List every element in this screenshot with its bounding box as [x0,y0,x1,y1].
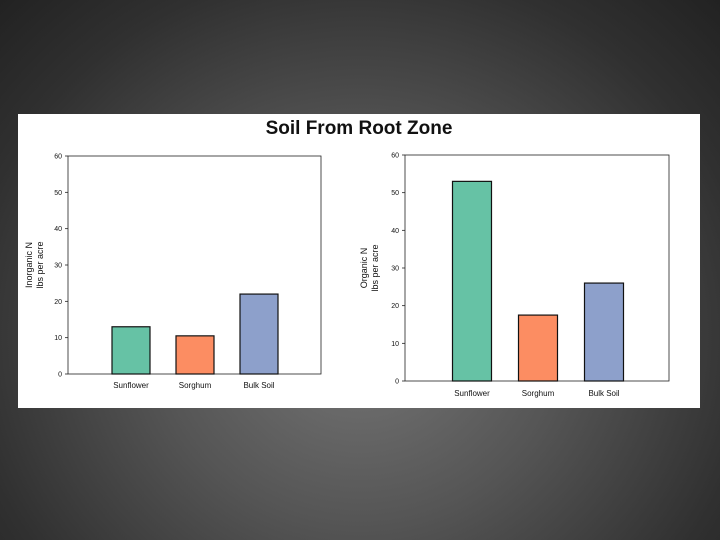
x-category-label: Sorghum [522,389,555,398]
x-category-label: Bulk Soil [588,389,619,398]
y-axis-label-line-2: lbs per acre [370,244,380,291]
bar-sunflower [111,326,151,375]
y-tick-label: 40 [391,228,399,235]
x-axis-labels: Sunflower Sorghum Bulk Soil [454,389,620,398]
bar-bulk-soil [239,293,279,375]
y-tick-label: 60 [54,154,62,161]
x-category-label: Sunflower [113,381,149,390]
x-category-label: Sorghum [179,381,212,390]
y-tick-label: 40 [54,226,62,233]
y-tick-label: 20 [54,299,62,306]
bar-sorghum [517,314,559,382]
y-tick-label: 50 [54,190,62,197]
bar-bulk-soil [583,282,625,382]
bars [451,180,625,382]
y-tick-label: 0 [395,379,399,386]
y-tick-label: 10 [54,335,62,342]
y-axis-label: Organic N lbs per acre [359,244,380,291]
x-category-label: Sunflower [454,389,490,398]
x-category-label: Bulk Soil [243,381,274,390]
y-tick-label: 20 [391,303,399,310]
bars [111,293,279,375]
x-axis-labels: Sunflower Sorghum Bulk Soil [113,381,275,390]
y-axis-label-line-2: lbs per acre [35,241,45,288]
y-axis-ticks: 0 10 20 30 40 50 60 [54,154,68,379]
bar-sunflower [451,180,493,382]
y-axis-label-line-1: Organic N [359,248,369,289]
bar-sorghum [175,335,215,375]
y-axis-label-line-1: Inorganic N [24,242,34,288]
y-tick-label: 30 [391,266,399,273]
y-tick-label: 30 [54,263,62,270]
y-tick-label: 10 [391,341,399,348]
chart-title: Soil From Root Zone [265,118,453,139]
y-tick-label: 50 [391,190,399,197]
y-tick-label: 0 [58,372,62,379]
y-tick-label: 60 [391,153,399,160]
y-axis-ticks: 0 10 20 30 40 50 60 [391,153,405,386]
y-axis-label: Inorganic N lbs per acre [24,241,45,288]
